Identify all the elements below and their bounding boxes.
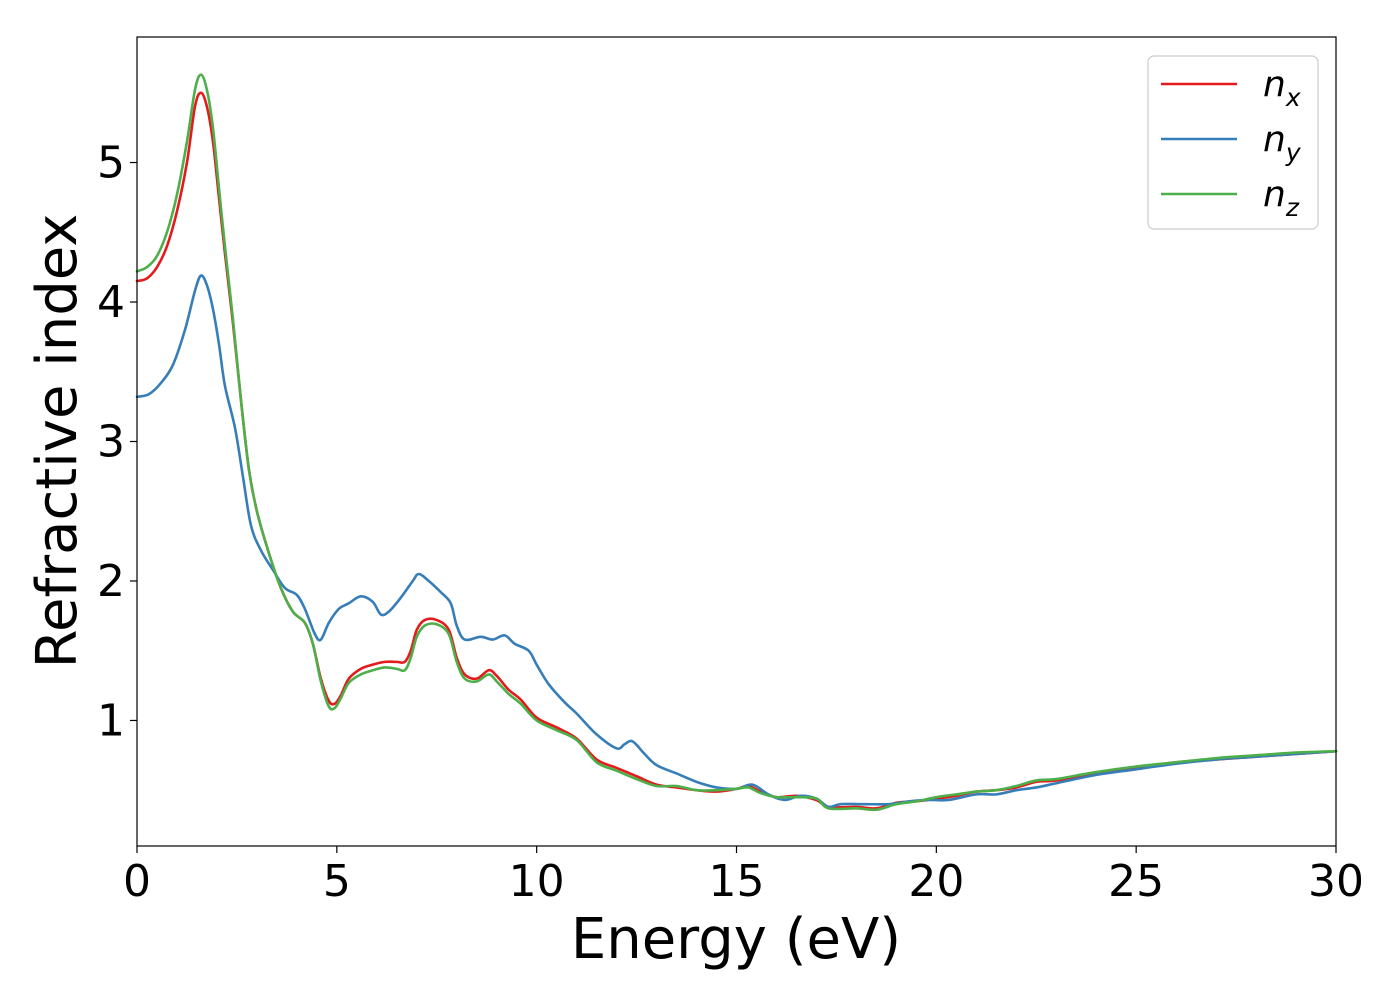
- y-tick-label: 4: [97, 277, 125, 328]
- y-tick-label: 2: [97, 556, 125, 607]
- x-tick-label: 15: [709, 856, 765, 907]
- legend-label-x: nx: [1263, 64, 1301, 112]
- x-tick-label: 30: [1308, 856, 1364, 907]
- legend-label-y: ny: [1263, 119, 1302, 167]
- y-tick-label: 5: [97, 138, 125, 189]
- x-tick-label: 5: [323, 856, 351, 907]
- series-layer: [135, 73, 1338, 812]
- series-line-n-z: [135, 73, 1338, 812]
- x-axis-label: Energy (eV): [571, 907, 901, 972]
- axis-ticks: 0 5 10 15 20 25 30 1 2 3 4 5: [97, 138, 1364, 907]
- legend: nx ny nz: [1147, 55, 1319, 230]
- y-tick-label: 3: [97, 417, 125, 468]
- legend-label-z: nz: [1263, 174, 1300, 222]
- legend-box: [1147, 55, 1319, 230]
- y-axis-label: Refractive index: [25, 214, 90, 669]
- y-tick-label: 1: [97, 695, 125, 746]
- series-line-n-y: [135, 274, 1338, 809]
- x-tick-label: 20: [908, 856, 964, 907]
- x-tick-label: 25: [1108, 856, 1164, 907]
- x-tick-label: 10: [509, 856, 565, 907]
- x-tick-label: 0: [123, 856, 151, 907]
